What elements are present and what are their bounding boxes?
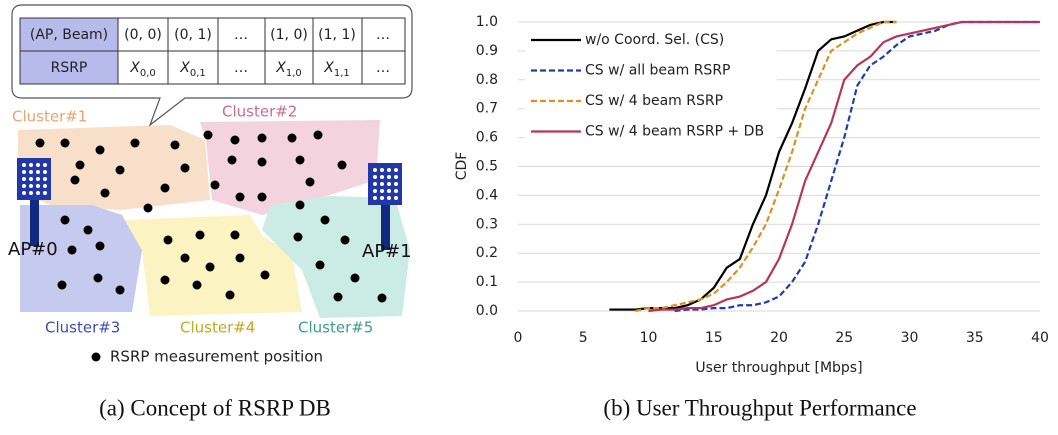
table-cell-text: (0, 0): [124, 27, 162, 43]
table-cell-text: X0,0: [129, 60, 156, 79]
symbol: X: [129, 60, 140, 76]
x-tick-label: 10: [640, 330, 658, 346]
symbol: X: [323, 60, 334, 76]
table-cell: [20, 18, 118, 51]
x-tick-label: 25: [835, 330, 853, 346]
cluster-area: [20, 205, 142, 312]
legend-text: CS w/ 4 beam RSRP + DB: [585, 124, 764, 140]
caption: (b) User Throughput Performance: [603, 395, 916, 420]
access-point-icon: [17, 158, 402, 250]
caption: (a) Concept of RSRP DB: [99, 395, 331, 420]
x-tick-label: 0: [514, 330, 523, 346]
table-cell-text: …: [376, 27, 390, 43]
cluster-label: Cluster#1: [12, 108, 87, 126]
cluster-label: Cluster#2: [222, 103, 297, 121]
table-cell: [20, 51, 118, 84]
ap-label: AP#1: [362, 241, 412, 262]
table-cell-text: X1,0: [275, 60, 302, 79]
legend-box: [525, 26, 777, 150]
x-tick-label: 15: [705, 330, 723, 346]
y-tick-label: 1.0: [476, 14, 498, 30]
x-tick-label: 35: [966, 330, 984, 346]
subscript: 1,0: [286, 68, 302, 79]
table-cell-text: …: [376, 60, 390, 76]
table-cell-text: (1, 1): [318, 27, 356, 43]
y-tick-label: 0.6: [476, 130, 498, 146]
y-tick-label: 0.1: [476, 274, 498, 290]
y-tick-label: 0.5: [476, 159, 498, 175]
x-tick-label: 30: [901, 330, 919, 346]
x-tick-label: 5: [579, 330, 588, 346]
table-cell-text: RSRP: [51, 60, 88, 76]
y-tick-label: 0.7: [476, 101, 498, 117]
subscript: 1,1: [334, 68, 350, 79]
table-cell-text: (1, 0): [270, 27, 308, 43]
x-tick-label: 40: [1031, 330, 1049, 346]
cdf-chart: 0.0 0.1 0.2 0.3 0.4 0.5 0.6 0.7 0.8 0.9 1.0 0 5 10 15 2…: [476, 14, 1049, 346]
cluster-label: Cluster#4: [180, 319, 255, 337]
rsrp-db-diagram: (AP, Beam) (0, 0) (0, 1) … (1, 0) (1, 1)…: [8, 4, 413, 366]
y-tick-label: 0.8: [476, 72, 498, 88]
table-grid: [19, 17, 406, 85]
legend-marker: [91, 352, 101, 362]
subscript: 0,0: [140, 68, 156, 79]
y-tick-label: 0.4: [476, 187, 498, 203]
y-tick-label: 0.3: [476, 216, 498, 232]
table-cell-text: X0,1: [179, 60, 206, 79]
cluster-label: Cluster#3: [45, 319, 120, 337]
series-line: [648, 20, 1040, 313]
legend-text: w/o Coord. Sel. (CS): [585, 32, 724, 48]
y-axis-title: CDF: [454, 152, 470, 181]
legend-text: CS w/ 4 beam RSRP: [585, 93, 723, 109]
legend-text: RSRP measurement position: [110, 348, 323, 366]
table-cell-text: (0, 1): [174, 27, 212, 43]
legend-text: CS w/ all beam RSRP: [585, 63, 731, 79]
table-cell-text: (AP, Beam): [30, 27, 108, 43]
cluster-area: [262, 196, 410, 318]
table-cell-text: …: [234, 27, 248, 43]
y-tick-label: 0.2: [476, 245, 498, 261]
symbol: X: [179, 60, 190, 76]
cluster-label: Cluster#5: [298, 319, 373, 337]
ap-label: AP#0: [8, 239, 58, 260]
subscript: 0,1: [190, 68, 206, 79]
cluster-area: [200, 120, 380, 215]
symbol: X: [275, 60, 286, 76]
x-axis-title: User throughput [Mbps]: [695, 360, 862, 376]
x-tick-label: 20: [770, 330, 788, 346]
measurement-points: [35, 130, 387, 303]
series-line: [635, 20, 897, 313]
y-tick-label: 0.9: [476, 43, 498, 59]
table-cell-text: …: [234, 60, 248, 76]
y-tick-label: 0.0: [476, 303, 498, 319]
table-cell-text: X1,1: [323, 60, 350, 79]
